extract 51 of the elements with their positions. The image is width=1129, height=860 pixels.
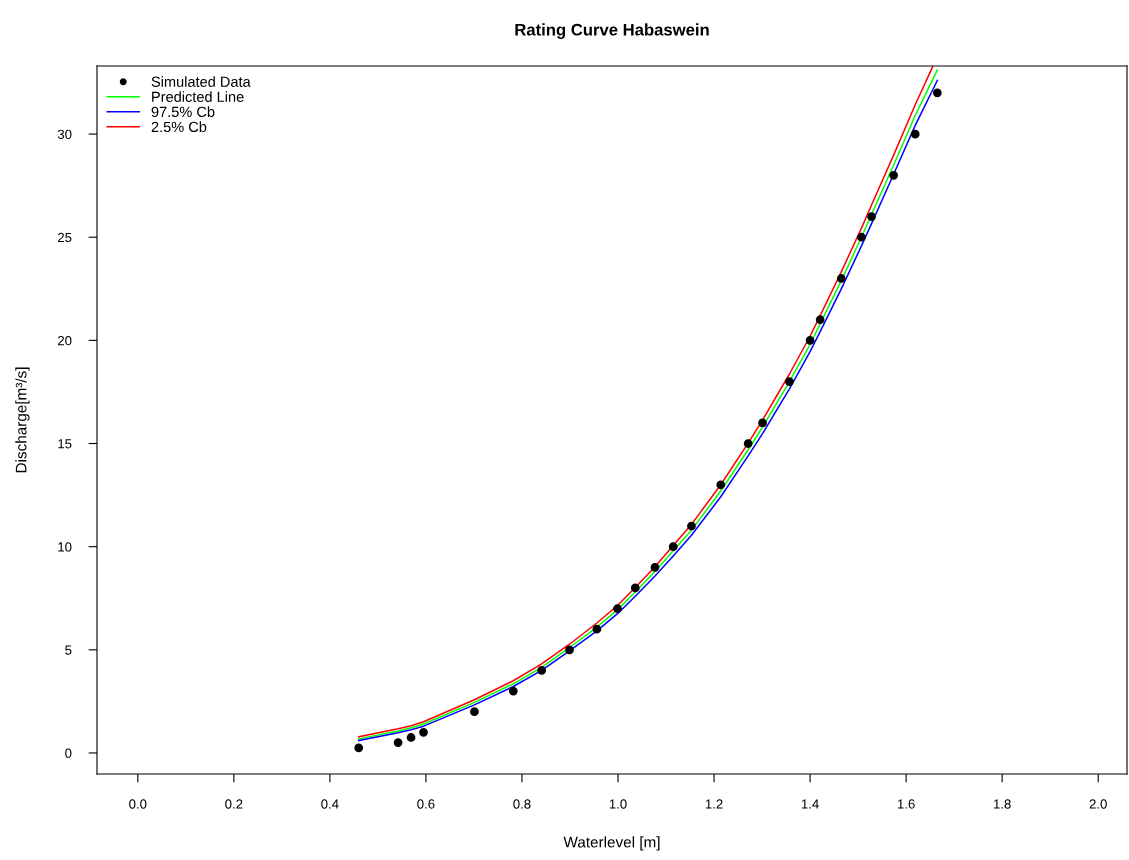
legend-label: Simulated Data bbox=[151, 76, 251, 87]
point bbox=[910, 129, 920, 139]
point bbox=[406, 733, 416, 742]
x-tick-label: 2.0 bbox=[1089, 799, 1107, 809]
point bbox=[687, 521, 696, 531]
x-tick-label: 1.6 bbox=[897, 799, 915, 809]
y-tick-label: 30 bbox=[57, 129, 72, 139]
point bbox=[668, 542, 678, 552]
x-tick-label: 0.0 bbox=[129, 799, 147, 809]
point bbox=[393, 738, 403, 748]
y-tick-label: 5 bbox=[65, 645, 72, 655]
y-tick-label: 10 bbox=[58, 542, 72, 552]
x-tick-label: 0.8 bbox=[513, 799, 531, 809]
point bbox=[419, 727, 428, 737]
point bbox=[537, 666, 547, 675]
legend-label: 2.5% Cb bbox=[151, 121, 207, 133]
point bbox=[565, 645, 574, 655]
point bbox=[857, 232, 866, 242]
point bbox=[932, 88, 942, 98]
legend-label: Predicted Line bbox=[152, 91, 244, 102]
point bbox=[613, 604, 622, 613]
point bbox=[785, 377, 794, 386]
point bbox=[743, 439, 753, 448]
x-axis-title: Waterlevel [m] bbox=[563, 836, 660, 851]
point bbox=[867, 212, 876, 221]
point bbox=[508, 686, 518, 696]
point bbox=[758, 418, 767, 428]
point bbox=[650, 562, 660, 572]
chart-title: Rating Curve Habaswein bbox=[515, 23, 709, 39]
point bbox=[716, 480, 726, 490]
x-tick-label: 0.4 bbox=[321, 799, 339, 809]
point bbox=[592, 624, 602, 634]
x-tick-label: 0.6 bbox=[417, 799, 435, 809]
x-tick-label: 0.2 bbox=[225, 799, 243, 809]
point bbox=[470, 707, 479, 717]
point bbox=[889, 170, 898, 180]
x-tick-label: 1.4 bbox=[801, 799, 819, 809]
point bbox=[836, 274, 846, 283]
x-tick-label: 1.8 bbox=[993, 799, 1011, 809]
y-tick-label: 25 bbox=[57, 232, 72, 243]
y-tick-label: 15 bbox=[58, 439, 72, 449]
y-axis-title: Discharge[m³/s] bbox=[15, 367, 30, 473]
point bbox=[630, 583, 640, 593]
x-tick-label: 1.0 bbox=[609, 799, 627, 809]
point bbox=[815, 315, 825, 325]
point bbox=[805, 336, 815, 345]
legend-label: 97.5% Cb bbox=[151, 106, 215, 118]
y-tick-label: 0 bbox=[65, 748, 72, 758]
y-tick-label: 20 bbox=[57, 335, 72, 346]
point bbox=[354, 743, 364, 753]
x-tick-label: 1.2 bbox=[705, 799, 723, 809]
